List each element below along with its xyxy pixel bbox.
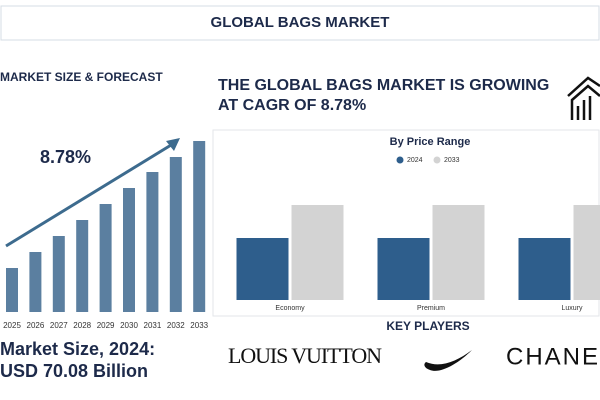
x-tick-label: Premium xyxy=(417,305,445,312)
bar xyxy=(573,205,600,300)
bar xyxy=(29,252,42,312)
trend-arrow xyxy=(5,140,177,248)
bar xyxy=(6,268,18,312)
cagr-annotation: 8.78% xyxy=(40,147,91,167)
brand-logo: LOUIS VUITTON xyxy=(228,343,382,368)
x-tick-label: Luxury xyxy=(561,305,583,312)
x-tick-label: 2028 xyxy=(73,321,91,330)
nike-swoosh xyxy=(424,350,472,371)
bar xyxy=(291,205,344,300)
chart-title: By Price Range xyxy=(390,136,471,148)
x-tick-label: 2026 xyxy=(27,321,45,330)
growth-icon xyxy=(567,76,600,120)
bar xyxy=(169,157,182,312)
market-size-value: USD 70.08 Billion xyxy=(0,361,148,381)
brand-logo: CHANEL xyxy=(506,343,600,370)
bar xyxy=(52,236,65,312)
market-size-label: Market Size, 2024: xyxy=(0,339,155,359)
bar xyxy=(76,220,89,312)
section-title: MARKET SIZE & FORECAST xyxy=(0,70,163,84)
trend-arrow-head xyxy=(166,138,180,151)
x-tick-label: 2032 xyxy=(167,321,185,330)
legend-label: 2033 xyxy=(444,157,460,164)
bar xyxy=(236,238,289,300)
header-title: GLOBAL BAGS MARKET xyxy=(211,14,390,31)
bar xyxy=(146,172,159,312)
legend-marker xyxy=(396,156,404,164)
key-players-title: KEY PLAYERS xyxy=(386,319,469,333)
bar xyxy=(377,238,430,300)
x-tick-label: Economy xyxy=(275,305,305,312)
header-band xyxy=(0,5,600,41)
headline: AT CAGR OF 8.78% xyxy=(218,97,366,114)
legend-marker xyxy=(433,156,441,164)
bar xyxy=(123,188,135,312)
x-tick-label: 2027 xyxy=(50,321,68,330)
x-tick-label: 2025 xyxy=(3,321,21,330)
bar xyxy=(99,204,112,312)
bar xyxy=(518,238,571,300)
x-tick-label: 2030 xyxy=(120,321,138,330)
bar xyxy=(432,205,485,300)
x-tick-label: 2029 xyxy=(97,321,115,330)
bar xyxy=(193,141,206,312)
x-tick-label: 2033 xyxy=(190,321,208,330)
legend-label: 2024 xyxy=(407,157,423,164)
headline: THE GLOBAL BAGS MARKET IS GROWING xyxy=(218,77,549,94)
x-tick-label: 2031 xyxy=(144,321,162,330)
